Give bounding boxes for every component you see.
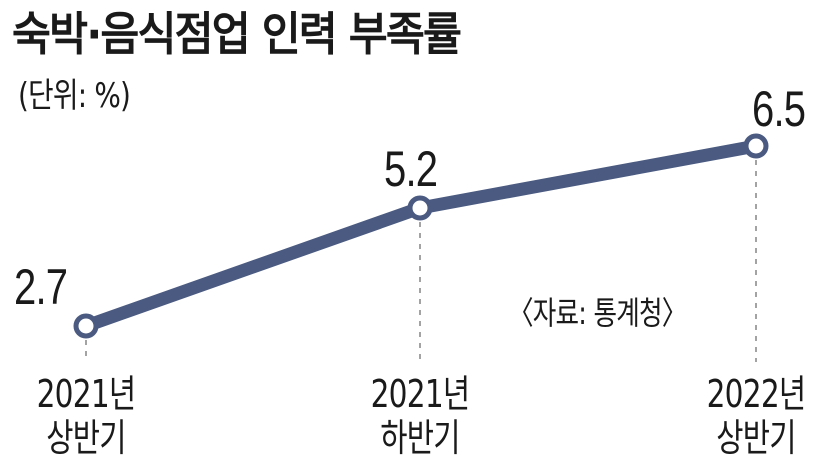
x-label-1-half: 하반기 — [380, 416, 460, 460]
x-label-2-year: 2022년 — [706, 372, 807, 416]
value-label-0: 2.7 — [14, 259, 68, 315]
x-label-0-year: 2021년 — [36, 372, 137, 416]
chart-title: 숙박·음식점업 인력 부족률 — [12, 7, 462, 61]
x-label-2-half: 상반기 — [716, 416, 796, 460]
x-label-0: 2021년 상반기 — [8, 372, 164, 460]
data-point-0 — [73, 313, 99, 339]
unit-label: (단위: %) — [18, 76, 131, 116]
x-label-0-half: 상반기 — [46, 416, 126, 460]
x-label-1: 2021년 하반기 — [342, 372, 498, 460]
x-label-1-year: 2021년 — [370, 372, 471, 416]
data-point-2 — [743, 133, 769, 159]
source-note: 〈자료: 통계청〉 — [508, 294, 687, 332]
guide-lines — [85, 160, 757, 362]
value-label-2: 6.5 — [752, 81, 806, 137]
x-label-2: 2022년 상반기 — [678, 372, 824, 460]
data-point-1 — [407, 195, 433, 221]
value-label-1: 5.2 — [384, 141, 438, 197]
